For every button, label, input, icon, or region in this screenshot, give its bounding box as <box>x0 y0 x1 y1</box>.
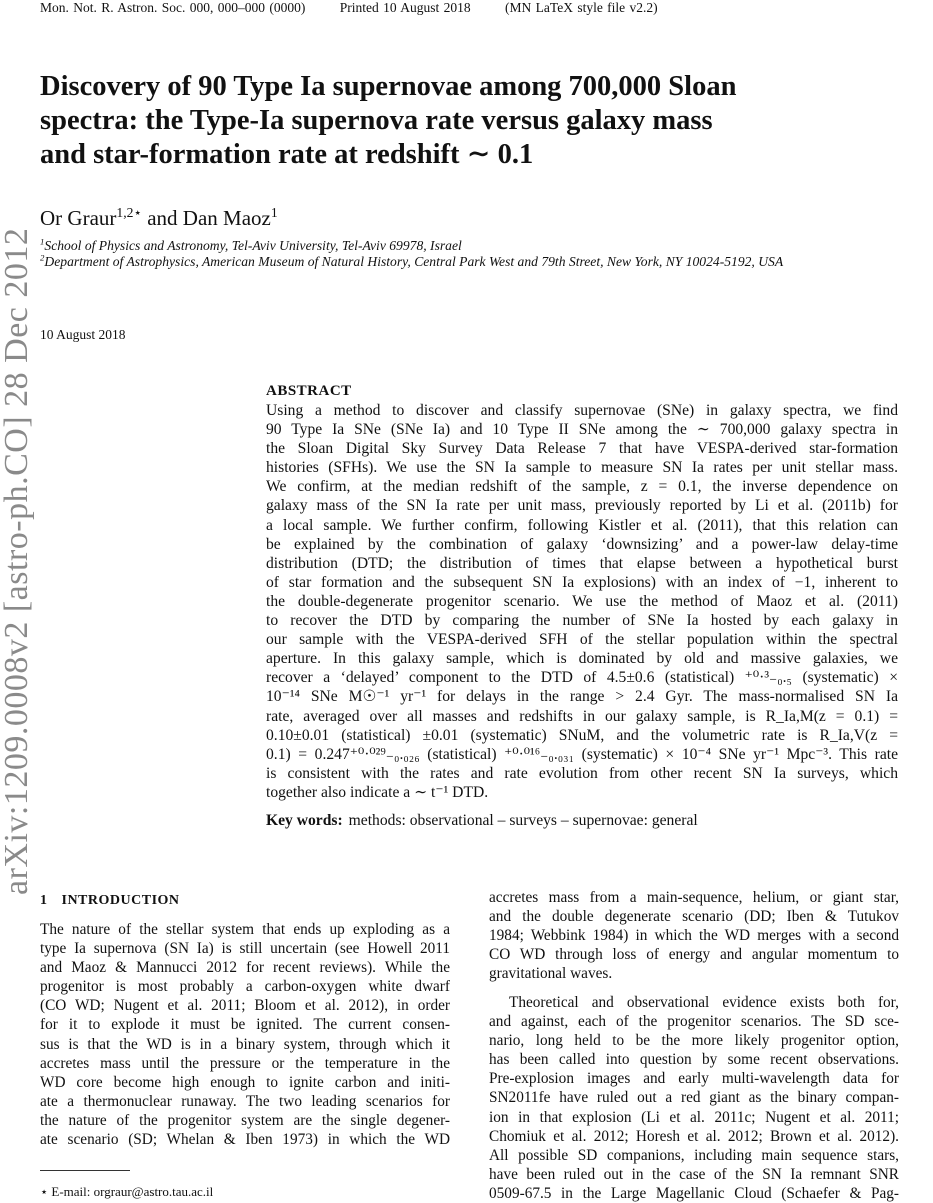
text-line: have been ruled out in the case of the S… <box>489 1165 899 1183</box>
author-name: Or Graur <box>40 206 117 230</box>
printed-date: Printed 10 August 2018 <box>339 0 471 15</box>
affil-text: School of Physics and Astronomy, Tel-Avi… <box>44 238 462 253</box>
text-line: We confirm, at the median redshift of th… <box>266 478 898 496</box>
abstract: ABSTRACT Using a method to discover and … <box>266 381 898 802</box>
text-line: CO WD through loss of energy and angular… <box>489 946 899 964</box>
footnote-rule <box>40 1170 130 1171</box>
style-file: (MN LaTeX style file v2.2) <box>505 0 658 15</box>
author-affil-mark: 1 <box>270 205 278 220</box>
text-line: nario, long held to be the more likely p… <box>489 1032 899 1050</box>
text-line: and against, each of the progenitor scen… <box>489 1013 899 1031</box>
text-line: the Sloan Digital Sky Survey Data Releas… <box>266 440 898 458</box>
affil-text: Department of Astrophysics, American Mus… <box>44 254 784 269</box>
author-affil-mark: 1,2⋆ <box>116 205 142 220</box>
text-line: be explained by the combination of galax… <box>266 535 898 553</box>
section-heading: 1 INTRODUCTION <box>40 893 194 909</box>
text-line: WD core become high enough to ignite car… <box>40 1073 450 1091</box>
intro-right-paragraph-1: accretes mass from a main-sequence, heli… <box>489 888 899 983</box>
text-line: The nature of the stellar system that en… <box>40 921 450 938</box>
text-line: is consistent with the rates and rate ev… <box>266 764 898 782</box>
text-line: and Maoz & Mannucci 2012 for recent revi… <box>40 959 450 977</box>
text-line: rate, averaged over all masses and redsh… <box>266 707 898 725</box>
text-line: type Ia supernova (SN Ia) is still uncer… <box>40 940 450 958</box>
text-line: Theoretical and observational evidence e… <box>509 994 899 1011</box>
text-line: together also indicate a ∼ t⁻¹ DTD. <box>266 783 489 801</box>
keywords-text: methods: observational – surveys – super… <box>348 812 698 829</box>
text-line: sus is that the WD is in a binary system… <box>40 1035 450 1053</box>
text-line: 10⁻¹⁴ SNe M☉⁻¹ yr⁻¹ for delays in the ra… <box>266 688 898 706</box>
text-line: progenitor is most probably a carbon-oxy… <box>40 978 450 996</box>
authors: Or Graur1,2⋆ and Dan Maoz1 <box>40 206 278 231</box>
text-line: galaxy mass of the SN Ia rate per unit m… <box>266 497 898 515</box>
intro-right-paragraph-2: Theoretical and observational evidence e… <box>489 993 899 1203</box>
affiliation: 1School of Physics and Astronomy, Tel-Av… <box>40 236 462 254</box>
title-line: and star-formation rate at redshift ∼ 0.… <box>40 139 534 170</box>
keywords: Key words: methods: observational – surve… <box>266 812 698 830</box>
text-line: for it to explode it must be ignited. Th… <box>40 1016 450 1034</box>
text-line: histories (SFHs). We use the SN Ia sampl… <box>266 459 898 477</box>
text-line: aperture. In this galaxy sample, which i… <box>266 650 898 668</box>
text-line: accretes mass until the pressure or the … <box>40 1054 450 1072</box>
footnote: ⋆ E-mail: orgraur@astro.tau.ac.il <box>40 1184 214 1199</box>
text-line: 1984; Webbink 1984) in which the WD merg… <box>489 927 899 945</box>
text-line: the double-degenerate progenitor scenari… <box>266 592 898 610</box>
text-line: ion in that explosion (Li et al. 2011c; … <box>489 1108 899 1126</box>
author-name: and Dan Maoz <box>141 206 271 230</box>
text-line: (CO WD; Nugent et al. 2011; Bloom et al.… <box>40 997 450 1015</box>
text-line: to recover the DTD by comparing the numb… <box>266 612 898 630</box>
title-line: Discovery of 90 Type Ia supernovae among… <box>40 71 737 102</box>
text-line: ate scenario (SD; Whelan & Iben 1973) in… <box>40 1131 450 1149</box>
section-number: 1 <box>40 893 48 908</box>
text-line: our sample with the VESPA-derived SFH of… <box>266 631 898 649</box>
text-line: Pre-explosion images and early multi-wav… <box>489 1070 899 1088</box>
text-line: gravitational waves. <box>489 965 613 983</box>
text-line: has been called into question by some re… <box>489 1051 899 1069</box>
affil-number: 1 <box>40 236 45 247</box>
arxiv-stamp: arXiv:1209.0008v2 [astro-ph.CO] 28 Dec 2… <box>0 227 35 895</box>
section-title: INTRODUCTION <box>61 893 180 908</box>
paper-date: 10 August 2018 <box>40 327 126 342</box>
text-line: of star formation and the subsequent SN … <box>266 573 898 591</box>
text-line: SN2011fe have ruled out a red giant as t… <box>489 1089 899 1107</box>
text-line: a local sample. We further confirm, foll… <box>266 516 898 534</box>
text-line: 0509-67.5 in the Large Magellanic Cloud … <box>489 1184 899 1202</box>
text-line: recover a ‘delayed’ component to the DTD… <box>266 669 898 687</box>
affil-number: 2 <box>40 252 45 263</box>
text-line: Using a method to discover and classify … <box>266 402 898 419</box>
text-line: ate a thermonuclear runaway. The two lea… <box>40 1092 450 1110</box>
paper-title: Discovery of 90 Type Ia supernovae among… <box>40 70 920 172</box>
text-line: accretes mass from a main-sequence, heli… <box>489 889 899 906</box>
text-line: the nature of the progenitor system are … <box>40 1111 450 1129</box>
title-line: spectra: the Type-Ia supernova rate vers… <box>40 105 713 136</box>
text-line: Chomiuk et al. 2012; Horesh et al. 2012;… <box>489 1127 899 1145</box>
abstract-heading: ABSTRACT <box>266 383 352 399</box>
text-line: and the double degenerate scenario (DD; … <box>489 908 899 926</box>
text-line: 90 Type Ia SNe (SNe Ia) and 10 Type II S… <box>266 421 898 439</box>
text-line: 0.10±0.01 (statistical) ±0.01 (systemati… <box>266 726 898 744</box>
text-line: All possible SD companions, including ma… <box>489 1146 899 1164</box>
text-line: 0.1) = 0.247⁺⁰·⁰²⁹₋₀.₀₂₆ (statistical) ⁺… <box>266 745 898 763</box>
intro-left-column: The nature of the stellar system that en… <box>40 920 450 1149</box>
text-line: distribution (DTD; the distribution of t… <box>266 554 898 572</box>
keywords-label: Key words: <box>266 812 343 829</box>
journal-info: Mon. Not. R. Astron. Soc. 000, 000–000 (… <box>40 0 306 15</box>
running-header: Mon. Not. R. Astron. Soc. 000, 000–000 (… <box>40 0 688 16</box>
affiliation: 2Department of Astrophysics, American Mu… <box>40 252 784 270</box>
